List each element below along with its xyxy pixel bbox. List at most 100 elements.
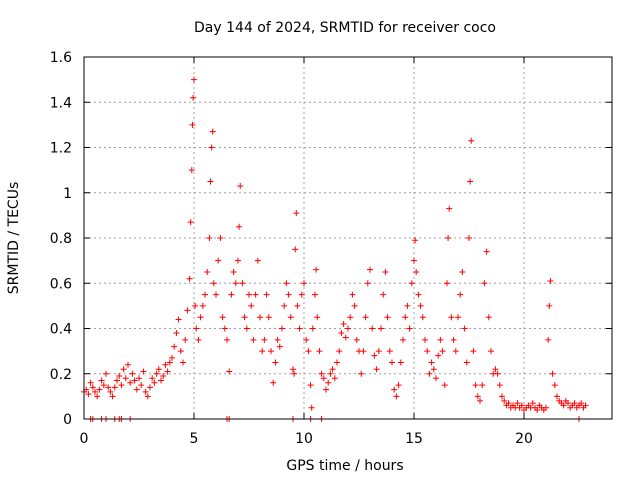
- data-point: [445, 235, 452, 241]
- data-point: [195, 336, 202, 343]
- data-point: [529, 400, 536, 407]
- data-point: [373, 366, 380, 373]
- data-point: [236, 223, 243, 230]
- data-point: [103, 370, 109, 377]
- data-point: [402, 314, 409, 321]
- data-point: [291, 370, 298, 377]
- data-point: [94, 393, 101, 400]
- data-point: [298, 291, 305, 298]
- data-point: [293, 210, 300, 217]
- data-point: [518, 402, 525, 409]
- data-point: [114, 377, 120, 384]
- data-point: [248, 302, 255, 309]
- data-point: [209, 128, 216, 135]
- y-tick-label: 1.2: [50, 141, 72, 157]
- data-point: [325, 379, 332, 386]
- data-point: [358, 370, 365, 377]
- data-point: [98, 377, 105, 384]
- data-point: [296, 325, 303, 332]
- data-point: [338, 330, 345, 337]
- data-point: [331, 375, 338, 382]
- data-point: [413, 268, 420, 275]
- data-point: [439, 348, 446, 355]
- data-point: [116, 373, 123, 380]
- data-point: [578, 400, 585, 407]
- data-point: [404, 302, 411, 309]
- data-point: [107, 388, 114, 395]
- data-point: [314, 314, 321, 321]
- data-point: [169, 354, 175, 361]
- data-point: [272, 359, 279, 366]
- data-point: [345, 325, 351, 332]
- y-tick-label: 1.6: [50, 50, 72, 66]
- data-point: [336, 348, 343, 355]
- data-point: [417, 302, 424, 309]
- data-point: [547, 277, 554, 284]
- data-point: [197, 314, 204, 321]
- data-point: [131, 377, 138, 384]
- data-point: [147, 384, 153, 391]
- data-point: [127, 379, 134, 386]
- data-point: [371, 352, 378, 359]
- data-point: [466, 235, 472, 241]
- data-point: [450, 336, 457, 343]
- data-point: [208, 144, 215, 151]
- data-point: [243, 325, 250, 332]
- data-point: [207, 178, 214, 185]
- data-point: [441, 382, 448, 389]
- data-point: [190, 94, 197, 101]
- data-point: [551, 382, 558, 389]
- data-point: [312, 291, 318, 298]
- data-point: [327, 370, 334, 377]
- data-point: [340, 320, 347, 327]
- data-point: [268, 348, 274, 355]
- data-point: [294, 302, 301, 309]
- data-point: [160, 373, 167, 380]
- data-point: [149, 375, 156, 382]
- data-point: [87, 379, 94, 386]
- data-point: [582, 402, 589, 409]
- data-point: [316, 348, 323, 355]
- data-point: [232, 280, 239, 287]
- data-point: [100, 382, 107, 389]
- data-point: [307, 382, 314, 389]
- data-point: [485, 314, 492, 321]
- data-point: [182, 336, 189, 343]
- data-point: [329, 366, 336, 373]
- data-point: [140, 368, 147, 375]
- data-point: [430, 366, 437, 373]
- data-point: [270, 379, 277, 386]
- x-tick-label: 15: [405, 431, 423, 447]
- data-point: [166, 359, 173, 366]
- data-point: [415, 291, 422, 298]
- data-point: [353, 336, 360, 343]
- data-point: [215, 257, 222, 264]
- data-point: [276, 343, 283, 350]
- data-point: [412, 237, 419, 244]
- data-point: [224, 336, 230, 343]
- y-axis-label: SRMTID / TECUs: [6, 182, 22, 295]
- data-point: [292, 246, 299, 253]
- data-point: [89, 384, 96, 391]
- data-point: [192, 302, 199, 309]
- data-point: [422, 336, 428, 343]
- data-point: [501, 397, 508, 404]
- data-point: [435, 352, 442, 359]
- y-tick-label: 0.6: [50, 276, 72, 292]
- data-point: [571, 400, 578, 407]
- data-point: [228, 291, 235, 298]
- data-point: [213, 291, 219, 298]
- data-point: [177, 348, 184, 355]
- data-point: [187, 219, 194, 226]
- data-point: [546, 302, 553, 309]
- data-point: [274, 336, 281, 343]
- data-point: [133, 386, 140, 393]
- data-point: [246, 291, 252, 298]
- data-point: [457, 291, 464, 298]
- data-point: [301, 280, 307, 287]
- data-point: [237, 182, 244, 189]
- x-tick-label: 0: [80, 431, 89, 447]
- data-point: [408, 280, 415, 287]
- data-point: [230, 268, 237, 275]
- data-point: [534, 406, 541, 413]
